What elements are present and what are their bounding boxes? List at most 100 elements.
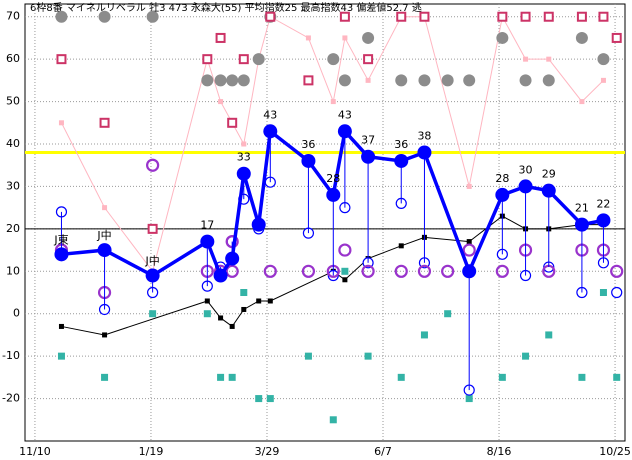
- point: [256, 298, 262, 304]
- point: [229, 323, 235, 329]
- point: [495, 187, 510, 202]
- y-tick-label: 50: [6, 95, 20, 108]
- point: [146, 158, 160, 172]
- point: [364, 352, 372, 360]
- point: [218, 315, 224, 321]
- point: [397, 373, 405, 381]
- data-label: 28: [495, 172, 509, 185]
- x-tick-label: 8/16: [487, 445, 512, 458]
- point: [58, 120, 64, 126]
- point: [394, 153, 409, 168]
- point: [240, 289, 248, 297]
- point: [266, 395, 274, 403]
- point: [599, 289, 607, 297]
- y-tick-label: 60: [6, 52, 20, 65]
- point: [225, 251, 240, 266]
- point: [203, 310, 211, 318]
- point: [579, 99, 585, 105]
- point: [326, 187, 341, 202]
- point: [444, 310, 452, 318]
- point: [611, 286, 623, 299]
- point: [596, 213, 611, 228]
- point: [497, 11, 508, 22]
- point: [418, 74, 431, 87]
- y-tick-label: 30: [6, 179, 20, 192]
- point: [305, 35, 311, 41]
- point: [251, 217, 266, 232]
- point: [546, 56, 552, 62]
- data-label: 17: [200, 219, 214, 232]
- point: [255, 395, 263, 403]
- y-tick-label: -10: [2, 349, 20, 362]
- data-label: 43: [263, 108, 277, 121]
- point: [225, 264, 239, 278]
- data-label: 33: [237, 151, 251, 164]
- point: [147, 223, 158, 234]
- point: [304, 352, 312, 360]
- point: [58, 323, 64, 329]
- point: [441, 74, 454, 87]
- point: [542, 74, 555, 87]
- point: [462, 264, 477, 279]
- point: [441, 264, 455, 278]
- point: [342, 35, 348, 41]
- data-label: 37: [361, 134, 375, 147]
- point: [420, 331, 428, 339]
- point: [394, 264, 408, 278]
- point: [465, 395, 473, 403]
- point: [541, 183, 556, 198]
- point: [97, 243, 112, 258]
- point: [329, 416, 337, 424]
- point: [226, 74, 239, 87]
- point: [149, 310, 157, 318]
- point: [610, 264, 624, 278]
- point: [213, 268, 228, 283]
- point: [265, 11, 276, 22]
- point: [267, 298, 273, 304]
- point: [338, 74, 351, 87]
- point: [519, 74, 532, 87]
- point: [523, 56, 529, 62]
- point: [238, 54, 249, 65]
- point: [201, 74, 214, 87]
- data-label: 36: [394, 138, 408, 151]
- point: [146, 10, 159, 23]
- point: [576, 11, 587, 22]
- point: [462, 243, 476, 257]
- point: [263, 264, 277, 278]
- point: [396, 11, 407, 22]
- point: [575, 31, 588, 44]
- point: [301, 264, 316, 278]
- annotation: J東: [53, 233, 68, 246]
- point: [417, 145, 432, 160]
- data-label: 29: [542, 168, 556, 181]
- point: [419, 11, 430, 22]
- point: [236, 166, 251, 181]
- data-label: 22: [596, 197, 610, 210]
- point: [217, 373, 225, 381]
- point: [54, 247, 69, 262]
- point: [597, 53, 610, 66]
- point: [102, 332, 108, 338]
- point: [520, 11, 531, 22]
- data-label: 21: [575, 202, 589, 215]
- point: [98, 10, 111, 23]
- point: [522, 352, 530, 360]
- x-tick-label: 11/10: [19, 445, 51, 458]
- point: [303, 75, 314, 86]
- y-tick-label: 0: [13, 307, 20, 320]
- point: [463, 74, 476, 87]
- point: [241, 141, 247, 147]
- data-label: 28: [326, 172, 340, 185]
- point: [228, 373, 236, 381]
- point: [99, 117, 110, 128]
- point: [215, 32, 226, 43]
- point: [611, 32, 622, 43]
- data-label: 38: [417, 129, 431, 142]
- x-tick-label: 3/29: [255, 445, 280, 458]
- y-tick-label: 70: [6, 10, 20, 23]
- point: [327, 53, 340, 66]
- point: [613, 373, 621, 381]
